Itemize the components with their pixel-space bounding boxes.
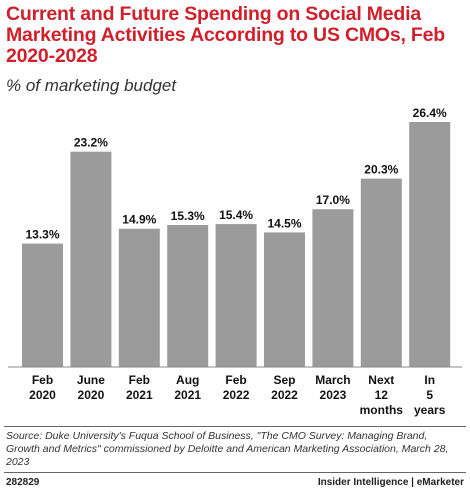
category-label-1: June 2020 [77,373,105,402]
category-label-5-line-0: Sep [273,373,295,387]
bar-6 [312,209,354,367]
bar-5 [264,232,305,367]
category-label-3-line-1: 2021 [174,388,201,402]
bar-series [22,122,451,367]
category-label-3: Aug 2021 [174,373,201,402]
bar-3 [167,225,209,367]
chart-title: Current and Future Spending on Social Me… [6,3,446,67]
value-label-7: 20.3% [364,163,398,177]
category-label-7-line-1: 12 [375,388,389,402]
value-label-5: 14.5% [267,216,301,230]
bar-2 [118,228,160,367]
category-label-4-line-0: Feb [225,373,246,387]
category-label-6-line-0: March [315,373,350,387]
value-label-3: 15.3% [171,209,205,223]
brand-credit: Insider Intelligence | eMarketer [317,477,464,488]
category-label-2-line-0: Feb [129,373,150,387]
category-label-5: Sep 2022 [271,373,298,402]
bar-8 [409,122,451,367]
bar-1 [70,151,112,367]
category-label-4: Feb 2022 [223,373,250,402]
category-label-8-line-1: 5 [426,388,433,402]
footer-divider [4,472,466,473]
value-label-1: 23.2% [74,136,108,150]
footer: 282829 Insider Intelligence | eMarketer [0,473,470,492]
category-label-3-line-0: Aug [176,373,199,387]
category-label-4-line-1: 2022 [223,388,250,402]
value-label-2: 14.9% [122,213,156,227]
category-label-2-line-1: 2021 [126,388,153,402]
category-label-1-line-1: 2020 [78,388,105,402]
value-label-4: 15.4% [219,208,253,222]
category-label-2: Feb 2021 [126,373,153,402]
value-labels: 13.3% 23.2% 14.9% 15.3% 15.4% 14.5% 17.0% 20.3%… [25,106,447,242]
category-label-7: Next 12 months [360,373,404,417]
source-divider [4,426,466,427]
bar-chart: 13.3% 23.2% 14.9% 15.3% 15.4% 14.5% 17.0% 20.3%… [8,106,462,417]
category-label-6-line-1: 2023 [320,388,347,402]
source-note: Source: Duke University's Fuqua School o… [6,430,449,468]
value-label-6: 17.0% [316,193,350,207]
category-label-0: Feb 2020 [29,373,56,402]
chart-subtitle: % of marketing budget [6,76,177,95]
category-label-8-line-0: In [424,373,435,387]
category-label-1-line-0: June [77,373,105,387]
category-label-6: March 2023 [315,373,350,402]
bar-4 [215,224,257,367]
category-label-8: In 5 years [414,373,446,417]
category-label-8-line-2: years [414,403,446,417]
category-label-7-line-2: months [360,403,404,417]
category-label-0-line-0: Feb [32,373,53,387]
chart-id: 282829 [6,477,40,488]
bar-7 [360,178,402,367]
bar-0 [22,243,63,367]
value-label-0: 13.3% [25,228,59,242]
value-label-8: 26.4% [413,106,447,120]
category-label-7-line-0: Next [368,373,394,387]
category-label-5-line-1: 2022 [271,388,298,402]
category-label-0-line-1: 2020 [29,388,56,402]
